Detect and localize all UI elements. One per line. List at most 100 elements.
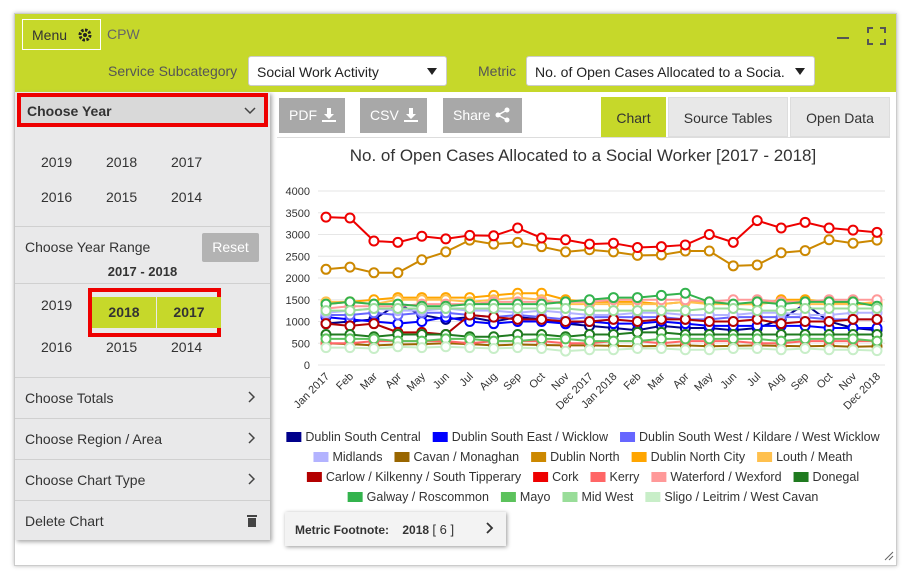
- choose-year-header[interactable]: Choose Year: [17, 93, 268, 127]
- data-point: [440, 302, 452, 314]
- data-point: [631, 326, 643, 338]
- legend-swatch: [533, 472, 549, 482]
- data-point: [320, 318, 332, 330]
- data-point: [847, 224, 859, 236]
- data-point: [368, 318, 380, 330]
- legend-swatch: [562, 492, 578, 502]
- x-tick-label: Sep: [789, 371, 811, 393]
- data-point: [368, 235, 380, 247]
- legend-swatch: [590, 472, 606, 482]
- legend-swatch: [306, 472, 322, 482]
- legend-label: Dublin South West / Kildare / West Wickl…: [639, 430, 881, 444]
- metric-select[interactable]: No. of Open Cases Allocated to a Socia.: [526, 56, 815, 86]
- data-point: [823, 234, 835, 246]
- trash-icon: [247, 515, 257, 527]
- x-tick-label: Apr: [671, 370, 692, 391]
- legend-label: Dublin South Central: [305, 430, 420, 444]
- year-option[interactable]: 2015: [106, 189, 138, 205]
- data-point: [536, 342, 548, 354]
- legend-swatch: [286, 432, 302, 442]
- year-selected[interactable]: 2017: [157, 297, 221, 328]
- footnote-label: Metric Footnote:: [295, 523, 389, 537]
- x-tick-label: Feb: [622, 371, 644, 393]
- legend-label: Galway / Roscommon: [367, 490, 489, 504]
- subcategory-select[interactable]: Social Work Activity: [248, 56, 447, 86]
- data-point: [536, 333, 548, 345]
- data-point: [607, 305, 619, 317]
- subcategory-label: Service Subcategory: [108, 63, 238, 79]
- data-point: [799, 216, 811, 228]
- data-point: [607, 246, 619, 258]
- data-point: [871, 302, 883, 314]
- y-tick-label: 2000: [286, 273, 310, 285]
- data-point: [607, 292, 619, 304]
- data-point: [607, 335, 619, 347]
- data-point: [655, 342, 667, 354]
- resize-handle: [884, 551, 894, 561]
- legend-label: Cork: [552, 470, 579, 484]
- data-point: [727, 333, 739, 345]
- year-option[interactable]: 2016: [41, 189, 73, 205]
- share-button[interactable]: Share: [443, 98, 522, 133]
- data-point: [416, 230, 428, 242]
- data-point: [607, 237, 619, 249]
- data-point: [871, 335, 883, 347]
- data-point: [847, 333, 859, 345]
- year-option[interactable]: 2014: [171, 339, 203, 355]
- data-point: [512, 313, 524, 325]
- x-tick-label: Oct: [527, 371, 548, 392]
- data-point: [655, 333, 667, 345]
- pdf-button[interactable]: PDF: [279, 98, 345, 133]
- x-tick-label: Jan 2017: [292, 371, 332, 411]
- data-point: [799, 245, 811, 257]
- chart-tab[interactable]: Chart: [601, 97, 666, 137]
- year-selected[interactable]: 2018: [92, 297, 156, 328]
- year-option[interactable]: 2015: [106, 339, 138, 355]
- year-option[interactable]: 2018: [106, 154, 138, 170]
- data-point: [703, 344, 715, 356]
- menu-item-label: Choose Region / Area: [25, 431, 162, 447]
- year-option[interactable]: 2017: [171, 154, 203, 170]
- csv-button[interactable]: CSV: [360, 98, 427, 133]
- source-tables-tab[interactable]: Source Tables: [668, 97, 788, 137]
- reset-button[interactable]: Reset: [202, 233, 259, 262]
- data-point: [344, 296, 356, 308]
- legend-label: Dublin North: [550, 450, 620, 464]
- series-line: [326, 337, 878, 343]
- x-tick-label: Feb: [334, 371, 356, 393]
- data-point: [560, 302, 572, 314]
- data-point: [775, 335, 787, 347]
- data-point: [775, 305, 787, 317]
- menu-item[interactable]: Choose Chart Type: [15, 459, 270, 500]
- data-point: [536, 241, 548, 253]
- data-point: [655, 289, 667, 301]
- year-option[interactable]: 2014: [171, 189, 203, 205]
- menu-item[interactable]: Delete Chart: [15, 500, 270, 541]
- x-tick-label: Mar: [646, 370, 668, 392]
- y-tick-label: 2500: [286, 251, 310, 263]
- year-option[interactable]: 2019: [41, 297, 73, 313]
- data-point: [392, 318, 404, 330]
- data-point: [799, 333, 811, 345]
- data-point: [320, 263, 332, 275]
- data-point: [823, 302, 835, 314]
- data-point: [871, 345, 883, 357]
- metric-footnote[interactable]: Metric Footnote: 2018 [ 6 ]: [285, 512, 506, 546]
- legend-swatch: [631, 452, 647, 462]
- legend-label: Mid West: [581, 490, 633, 504]
- data-point: [344, 212, 356, 224]
- data-point: [775, 222, 787, 234]
- open-data-tab[interactable]: Open Data: [790, 97, 890, 137]
- data-point: [368, 267, 380, 279]
- data-point: [751, 259, 763, 271]
- data-point: [416, 316, 428, 327]
- menu-button[interactable]: Menu: [22, 19, 101, 50]
- year-option[interactable]: 2019: [41, 154, 73, 170]
- data-point: [751, 313, 763, 325]
- year-option[interactable]: 2016: [41, 339, 73, 355]
- data-point: [679, 344, 691, 356]
- menu-item[interactable]: Choose Totals: [15, 377, 270, 418]
- menu-item[interactable]: Choose Region / Area: [15, 418, 270, 459]
- legend-label: Sligo / Leitrim / West Cavan: [664, 490, 818, 504]
- menu-item-label: Delete Chart: [25, 513, 104, 529]
